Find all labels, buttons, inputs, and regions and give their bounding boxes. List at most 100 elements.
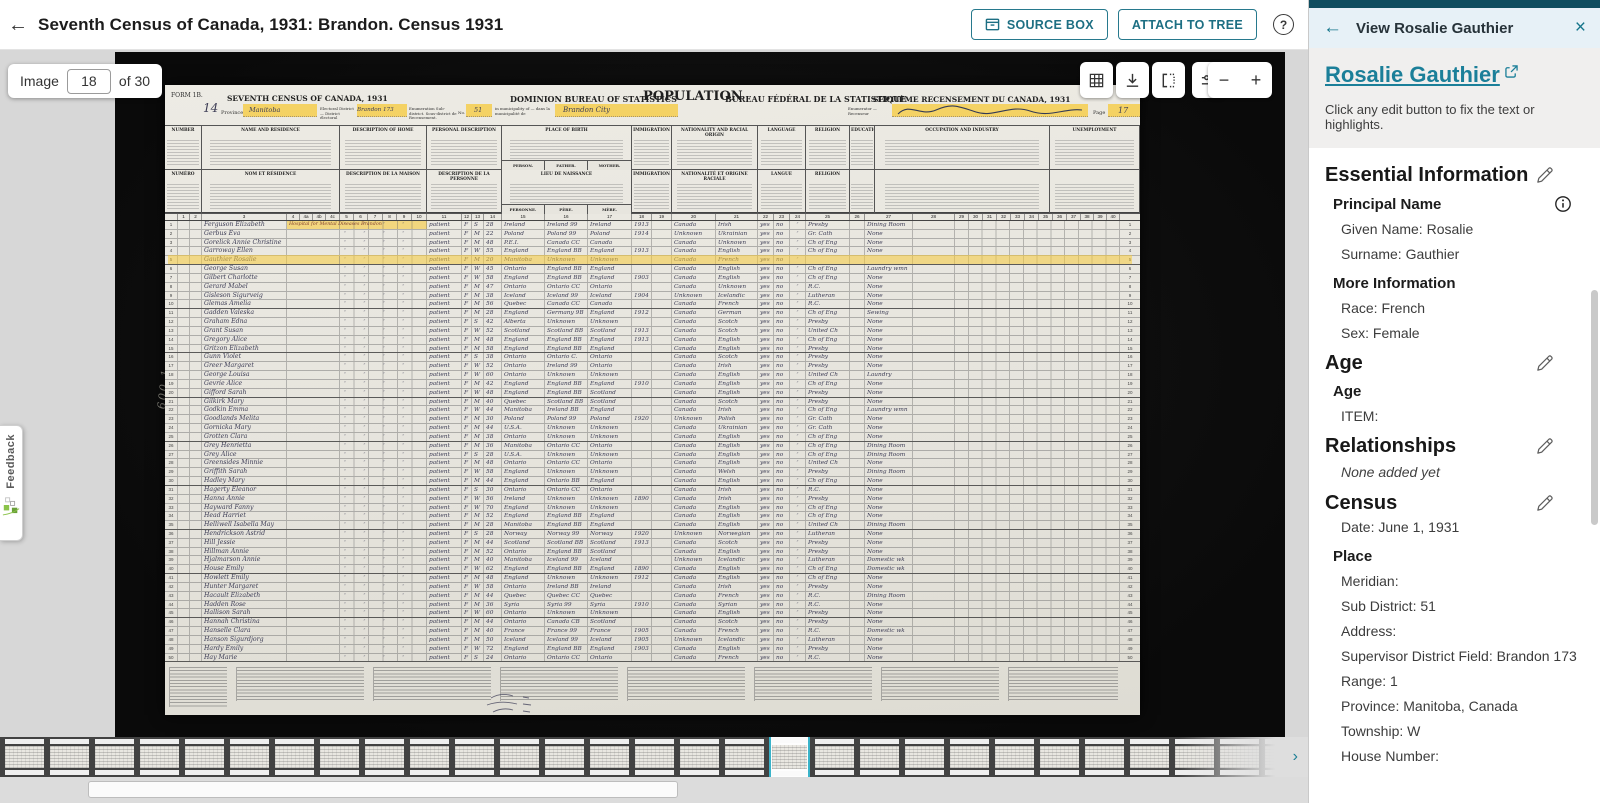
relation-to-head: patient [427,273,462,282]
info-icon[interactable] [1554,195,1572,213]
marital-status: W [472,503,484,512]
census-row: 20 Gifford Sarah patient F W 48 England … [165,388,1140,398]
filmstrip-next-icon[interactable]: › [1292,748,1298,765]
birthplace-subcolumn-fr: PERSONNE. [502,205,545,214]
scan-canvas[interactable]: 600 1 FORM 1B. 14 SEVENTH CENSUS OF CANA… [115,52,1285,737]
edit-essential-icon[interactable] [1535,166,1554,185]
filmstrip-thumbnail[interactable] [454,737,495,777]
filmstrip-thumbnail[interactable] [94,737,135,777]
sex: F [462,353,472,362]
filmstrip-thumbnail[interactable] [1039,737,1080,777]
person-name-link[interactable]: Rosalie Gauthier [1325,62,1518,88]
split-view-button[interactable] [1152,62,1185,98]
place-of-abode [287,229,340,238]
relation-to-head: patient [427,406,462,415]
download-button[interactable] [1116,62,1149,98]
filmstrip-thumbnail[interactable] [499,737,540,777]
form-label: FORM 1B. [171,92,203,99]
home-ditto-marks [340,353,427,362]
marital-status: W [472,371,484,379]
help-icon[interactable]: ? [1273,14,1294,35]
zoom-in-button[interactable]: + [1250,69,1262,90]
age: 58 [484,582,502,591]
filmstrip-thumbnail[interactable] [49,737,90,777]
nationality: Canada [672,247,716,256]
nationality: Canada [672,238,716,247]
racial-origin: French [716,627,758,635]
birthplace: Syria [502,600,545,609]
filmstrip-scrollbar-thumb[interactable] [88,781,678,798]
filmstrip-thumbnail[interactable] [139,737,180,777]
image-number-input[interactable]: 18 [66,68,111,94]
religion: Presby [806,547,850,556]
filmstrip-thumbnail[interactable] [589,737,630,777]
edit-census-icon[interactable] [1535,494,1554,513]
zoom-out-button[interactable]: − [1218,69,1230,90]
person-name: Hjalmarson Annie [202,556,287,565]
panel-close-icon[interactable]: × [1574,17,1586,38]
nationality: Canada [672,353,716,362]
filmstrip-thumbnail[interactable] [859,737,900,777]
filmstrip-thumbnail[interactable] [949,737,990,777]
filmstrip-thumbnail[interactable] [1129,737,1170,777]
filmstrip-thumbnail[interactable] [769,737,810,777]
mother-birthplace: Unknown [588,432,632,441]
filmstrip-thumbnail[interactable] [274,737,315,777]
band-group-fr: DESCRIPTION DE LA MAISON [340,170,427,213]
edit-relationships-icon[interactable] [1535,437,1554,456]
census-row: 26 Grey Henrietta patient F M 36 Manitob… [165,441,1140,451]
filmstrip-thumbnail[interactable] [904,737,945,777]
filmstrip-thumbnail[interactable] [679,737,720,777]
occupation: None [865,415,913,424]
back-icon[interactable]: ← [8,13,28,36]
attach-to-tree-button[interactable]: ATTACH TO TREE [1117,9,1257,40]
home-ditto-marks [340,450,427,459]
nationality: Canada [672,406,716,415]
religion: Presby [806,494,850,503]
filmstrip-thumbnail[interactable] [994,737,1035,777]
filmstrip-scrollbar-track[interactable] [0,777,1308,803]
filmstrip-thumbnail[interactable] [409,737,450,777]
census-document: FORM 1B. 14 SEVENTH CENSUS OF CANADA, 19… [165,85,1140,715]
census-row: 25 Grotten Clara patient F M 38 Ontario … [165,432,1140,442]
racial-origin: English [716,379,758,388]
filmstrip-thumbnail[interactable] [1084,737,1125,777]
nationality: Canada [672,335,716,344]
filmstrip-thumbnail[interactable] [544,737,585,777]
thumbnail-grid-button[interactable] [1080,62,1113,98]
relation-to-head: patient [427,415,462,424]
filmstrip-thumbnail[interactable] [184,737,225,777]
filmstrip-thumbnail[interactable] [4,737,45,777]
age: 58 [484,273,502,282]
relation-to-head: patient [427,494,462,503]
age: 38 [484,291,502,300]
father-birthplace: Iceland 99 [545,635,588,644]
sex: F [462,547,472,556]
marital-status: M [472,477,484,485]
filmstrip-thumbnail[interactable] [229,737,270,777]
speaks-french: no [774,229,790,238]
birthplace: France [502,627,545,635]
place-of-abode [287,503,340,512]
feedback-tab[interactable]: Feedback [0,425,23,541]
province-label: Province [221,110,244,116]
relation-to-head: patient [427,238,462,247]
panel-header: ← View Rosalie Gauthier × [1309,8,1600,48]
racial-origin: Polish [716,415,758,424]
census-row: 3 Gorelick Annie Christine patient F M 4… [165,238,1140,248]
relation-to-head: patient [427,459,462,468]
filmstrip-thumbnail[interactable] [364,737,405,777]
panel-scrollbar-thumb[interactable] [1591,290,1598,525]
source-box-button[interactable]: SOURCE BOX [970,9,1108,40]
filmstrip-thumbnail[interactable] [814,737,855,777]
filmstrip-thumbnail[interactable] [724,737,765,777]
home-ditto-marks [340,627,427,635]
edit-age-icon[interactable] [1535,354,1554,373]
filmstrip-thumbnail[interactable] [319,737,360,777]
census-row: 13 Grant Susan patient F W 52 Scotland S… [165,326,1140,336]
birthplace: England [502,574,545,582]
panel-back-icon[interactable]: ← [1323,17,1342,38]
filmstrip-thumbnail[interactable] [634,737,675,777]
census-row: 32 Hanna Annie patient F W 56 Ireland Un… [165,494,1140,504]
birthplace: England [502,309,545,318]
